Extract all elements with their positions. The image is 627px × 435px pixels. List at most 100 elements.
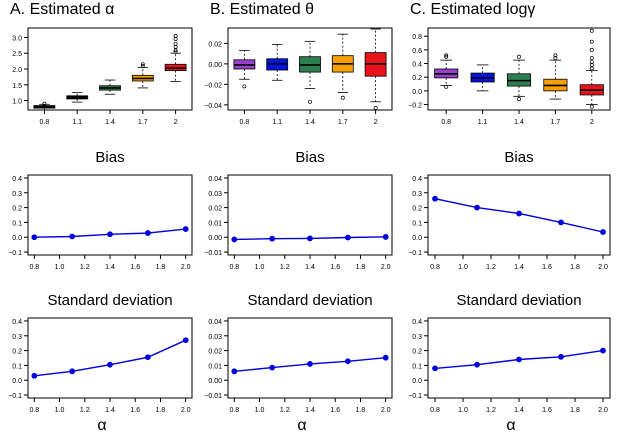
x-tick-label: 1.6 bbox=[130, 264, 140, 271]
data-point bbox=[144, 230, 151, 236]
box-2 bbox=[164, 33, 187, 83]
x-tick-label: 1.1 bbox=[272, 119, 282, 126]
data-point bbox=[69, 368, 76, 375]
panel-title: B. Estimated θ bbox=[210, 1, 314, 18]
x-axis-label: α bbox=[297, 417, 306, 434]
outlier-point bbox=[444, 53, 449, 58]
y-tick-label: 0.2 bbox=[412, 206, 422, 213]
x-axis-label: α bbox=[506, 417, 515, 434]
y-tick-label: 0.3 bbox=[12, 334, 22, 341]
x-tick-label: 1.7 bbox=[138, 119, 148, 126]
panel-title: Standard deviation bbox=[247, 292, 372, 309]
panel-title: Standard deviation bbox=[456, 292, 581, 309]
y-tick-label: 0.02 bbox=[208, 41, 222, 48]
x-tick-label: 1.8 bbox=[156, 264, 166, 271]
y-tick-label: 0.2 bbox=[412, 349, 422, 356]
series-line bbox=[34, 339, 186, 377]
y-tick-label: 0.1 bbox=[12, 220, 22, 227]
data-point bbox=[432, 195, 438, 202]
data-point bbox=[231, 368, 238, 375]
data-point bbox=[31, 234, 38, 241]
x-tick-label: 1.0 bbox=[55, 264, 65, 271]
y-tick-label: 2.0 bbox=[12, 67, 22, 74]
x-tick-label: 1.4 bbox=[105, 119, 115, 126]
y-tick-label: 0.02 bbox=[208, 349, 222, 356]
outlier-point bbox=[589, 56, 594, 61]
outlier-point bbox=[589, 28, 594, 33]
outlier-point bbox=[553, 56, 558, 61]
y-tick-label: −0.2 bbox=[408, 103, 422, 110]
data-point bbox=[307, 235, 313, 242]
outlier-point bbox=[589, 39, 594, 44]
y-tick-label: −0.1 bbox=[408, 250, 422, 257]
box-1.1 bbox=[470, 64, 495, 92]
plot-frame bbox=[27, 317, 193, 399]
plot-frame bbox=[227, 174, 393, 256]
x-tick-label: 1.0 bbox=[255, 407, 265, 414]
data-point bbox=[69, 233, 76, 240]
data-point bbox=[144, 354, 151, 361]
box-1.7 bbox=[331, 33, 354, 100]
panel-title: A. Estimated α bbox=[10, 1, 114, 18]
x-tick-label: 1.4 bbox=[514, 119, 524, 126]
outlier-point bbox=[553, 53, 558, 58]
panel-title: C. Estimated logγ bbox=[410, 1, 535, 18]
data-point bbox=[432, 365, 438, 372]
y-tick-label: 0.0 bbox=[412, 378, 422, 385]
y-tick-label: 3.0 bbox=[12, 35, 22, 42]
x-tick-label: 1.8 bbox=[570, 264, 580, 271]
data-point bbox=[231, 236, 238, 243]
y-tick-label: −0.1 bbox=[8, 250, 22, 257]
y-tick-label: 0.04 bbox=[208, 176, 222, 183]
x-tick-label: 1.6 bbox=[130, 407, 140, 414]
y-tick-label: 0.4 bbox=[412, 62, 422, 69]
y-tick-label: 0.4 bbox=[412, 319, 422, 326]
y-tick-label: −0.01 bbox=[204, 393, 222, 400]
y-tick-label: 0.00 bbox=[208, 62, 222, 69]
outlier-point bbox=[308, 99, 312, 104]
y-tick-label: −0.1 bbox=[8, 393, 22, 400]
box-1.4 bbox=[99, 79, 121, 95]
data-point bbox=[344, 234, 351, 241]
box-0.8 bbox=[33, 101, 56, 111]
y-tick-label: 0.0 bbox=[412, 89, 422, 96]
outlier-point bbox=[173, 41, 178, 46]
x-tick-label: 1.7 bbox=[551, 119, 561, 126]
outlier-point bbox=[173, 44, 178, 49]
x-tick-label: 1.4 bbox=[305, 407, 315, 414]
panel-6: Bias −0.1 0.0 0.1 0.2 0.3 0.4 0.8 1.0 1.2 1.4 1.6 1.… bbox=[408, 149, 611, 271]
y-tick-label: 0.03 bbox=[208, 334, 222, 341]
y-tick-label: −0.04 bbox=[204, 103, 222, 110]
plot-frame bbox=[27, 174, 193, 256]
y-tick-label: 0.0 bbox=[12, 235, 22, 242]
panel-5: Bias −0.01 0.00 0.01 0.02 0.03 0.04 0.8 1.0 1.2 1.… bbox=[204, 149, 393, 271]
panel-title: Standard deviation bbox=[47, 292, 172, 309]
data-point bbox=[269, 235, 276, 242]
outlier-point bbox=[173, 33, 178, 38]
x-tick-label: 2.0 bbox=[598, 264, 608, 271]
x-tick-label: 0.8 bbox=[229, 264, 239, 271]
x-tick-label: 1.1 bbox=[72, 119, 82, 126]
outlier-point bbox=[140, 62, 145, 67]
x-tick-label: 1.6 bbox=[542, 407, 552, 414]
x-tick-label: 1.0 bbox=[255, 264, 265, 271]
y-tick-label: 0.1 bbox=[412, 220, 422, 227]
data-point bbox=[516, 210, 522, 217]
box-0.8 bbox=[233, 50, 256, 89]
x-tick-label: 0.8 bbox=[40, 119, 50, 126]
outlier-point bbox=[42, 101, 47, 106]
panel-1: A. Estimated α 1.0 1.5 2.0 2.5 3.0 0.8 1.1 1.4 1.… bbox=[10, 1, 193, 126]
x-tick-label: 1.2 bbox=[486, 264, 496, 271]
y-tick-label: 1.0 bbox=[12, 99, 22, 106]
x-tick-label: 1.1 bbox=[478, 119, 488, 126]
x-tick-label: 0.8 bbox=[441, 119, 451, 126]
outlier-point bbox=[589, 47, 594, 52]
x-tick-label: 1.4 bbox=[514, 407, 524, 414]
x-tick-label: 1.2 bbox=[280, 407, 290, 414]
y-tick-label: 0.1 bbox=[12, 363, 22, 370]
y-tick-label: 0.4 bbox=[12, 176, 22, 183]
x-tick-label: 1.4 bbox=[305, 264, 315, 271]
x-tick-label: 2 bbox=[374, 119, 378, 126]
x-tick-label: 1.4 bbox=[305, 119, 315, 126]
panel-title: Bias bbox=[295, 149, 324, 166]
